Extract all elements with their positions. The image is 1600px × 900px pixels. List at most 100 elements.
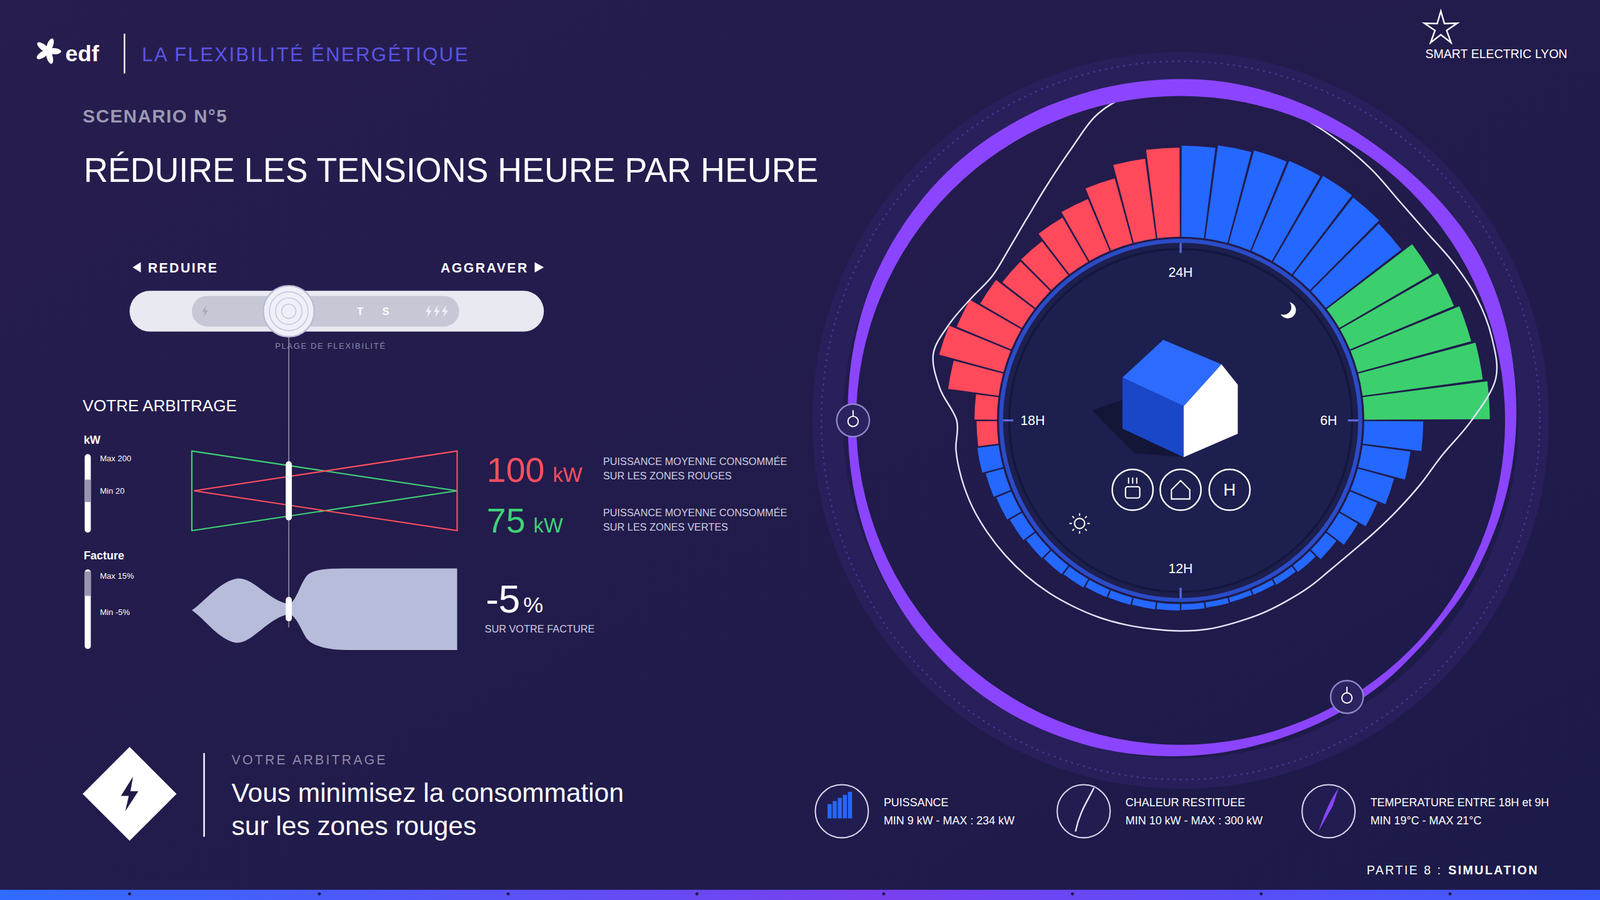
- legend-swatch: [1075, 787, 1094, 832]
- knob-ring: [269, 291, 309, 331]
- power-title: kW: [83, 433, 101, 447]
- inner-ring: [1009, 248, 1353, 592]
- house-roof: [1122, 340, 1222, 407]
- page: edfLA FLEXIBILITÉ ÉNERGÉTIQUESMART ELECT…: [0, 0, 1600, 900]
- header: edfLA FLEXIBILITÉ ÉNERGÉTIQUESMART ELECT…: [35, 11, 1567, 74]
- legend-caption: MIN 19°C - MAX 21°C: [1370, 814, 1482, 827]
- power-bar: [1146, 147, 1180, 239]
- arrow-right: [535, 262, 545, 273]
- bill-min: Min -5%: [100, 607, 130, 617]
- bolt-icon: [425, 305, 432, 318]
- footer-part: PARTIE 8 :: [1366, 863, 1443, 877]
- steam: [1136, 477, 1138, 484]
- bill-unit: %: [523, 591, 544, 618]
- x-tick: [1003, 419, 1014, 422]
- legend-caption: MIN 10 kW - MAX : 300 kW: [1125, 814, 1263, 827]
- power-bar: [1181, 602, 1205, 610]
- value-caption: SUR LES ZONES ROUGES: [603, 470, 732, 482]
- steam: [1128, 477, 1130, 484]
- divider: [123, 33, 125, 74]
- partner-star: [1424, 11, 1458, 43]
- x-tick-label: 24H: [1168, 265, 1194, 280]
- bill-gauge-knob: [85, 571, 92, 596]
- bulb-stem: [1346, 686, 1348, 694]
- x-tick: [1179, 587, 1182, 598]
- big-value: 75: [486, 501, 526, 540]
- power-bar: [977, 445, 1004, 473]
- mode-button[interactable]: [1209, 469, 1250, 510]
- red-tradeoff: [193, 451, 457, 531]
- outer-dots: [821, 61, 1540, 780]
- strip-dot: [881, 892, 885, 896]
- big-unit: kW: [533, 513, 564, 537]
- legend-icon: [1301, 785, 1355, 839]
- diamond: [82, 746, 177, 841]
- chart-icons: [836, 299, 1364, 714]
- house: [1091, 340, 1238, 458]
- home-icon: [1171, 480, 1190, 499]
- sun-ray: [1069, 523, 1072, 525]
- bulb-marker: [836, 404, 870, 437]
- bulb-icon: [1341, 693, 1352, 704]
- mode-button[interactable]: [1112, 469, 1154, 510]
- scenario-label: SCENARIO N°5: [82, 105, 228, 127]
- value-caption: PUISSANCE MOYENNE CONSOMMÉE: [603, 455, 788, 467]
- bolt-icon: [433, 305, 440, 318]
- header-title: LA FLEXIBILITÉ ÉNERGÉTIQUE: [141, 43, 470, 66]
- green-tradeoff: [191, 451, 457, 531]
- moon-cut: [1276, 299, 1292, 315]
- sun-ray: [1085, 516, 1087, 519]
- h-label: H: [1223, 480, 1236, 500]
- x-tick: [1348, 419, 1359, 422]
- center-buttons: H: [1112, 469, 1250, 510]
- legend-icon: [1056, 785, 1110, 839]
- legend-name: TEMPERATURE ENTRE 18H et 9H: [1370, 796, 1550, 809]
- slider-knob[interactable]: [263, 285, 315, 337]
- bill-max: Max 15%: [100, 571, 135, 581]
- slider-mark: S: [382, 305, 390, 317]
- scenario-title: RÉDUIRE LES TENSIONS HEURE PAR HEURE: [83, 150, 819, 190]
- power-gauge-knob: [85, 479, 92, 502]
- power-bar: [974, 394, 999, 420]
- temperature-band: [847, 79, 1517, 757]
- value-caption: SUR LES ZONES VERTES: [603, 521, 729, 533]
- bill-title: Facture: [83, 549, 125, 562]
- bolt-icon: [441, 305, 449, 318]
- plot-area: [933, 85, 1497, 632]
- pot-icon: [1125, 486, 1140, 499]
- divider: [203, 753, 205, 837]
- footer: PARTIE 8 : SIMULATION: [1366, 863, 1539, 877]
- tradeoff-marker: [285, 461, 292, 521]
- arrow-left: [132, 262, 141, 273]
- legend-caption: MIN 9 kW - MAX : 234 kW: [883, 814, 1015, 827]
- sun-ray: [1072, 528, 1075, 531]
- sun-ray: [1087, 523, 1090, 525]
- temp-area: [847, 79, 1517, 757]
- bulb-stem: [852, 410, 854, 417]
- bolt-icon: [201, 305, 209, 318]
- message-line: sur les zones rouges: [231, 811, 477, 841]
- x-tick-label: 12H: [1168, 561, 1194, 576]
- power-bar: [1362, 381, 1490, 420]
- bill-shape: [191, 568, 457, 650]
- footer-section: SIMULATION: [1448, 863, 1539, 877]
- bulb-icon: [848, 416, 859, 427]
- big-value: 100: [486, 450, 545, 490]
- strip-dot: [1448, 892, 1452, 896]
- slider-caption: PLAGE DE FLEXIBILITÉ: [275, 341, 387, 351]
- power-max: Max 200: [100, 453, 132, 464]
- legend-swatch: [848, 791, 853, 819]
- x-tick-label: 18H: [1020, 413, 1045, 428]
- bill-lens: [191, 578, 289, 644]
- diamond-bolt: [120, 776, 139, 812]
- legend-swatch: [827, 804, 832, 819]
- mode-button[interactable]: [1160, 469, 1201, 510]
- power-min: Min 20: [100, 486, 125, 496]
- legend-swatch: [832, 801, 837, 819]
- inner-disk: [1001, 240, 1361, 600]
- strip-dot: [695, 892, 699, 896]
- bottom-strip: [0, 890, 1600, 900]
- message-line: Vous minimisez la consommation: [231, 778, 624, 808]
- slider-track: [191, 295, 460, 327]
- legend-swatch: [843, 795, 848, 819]
